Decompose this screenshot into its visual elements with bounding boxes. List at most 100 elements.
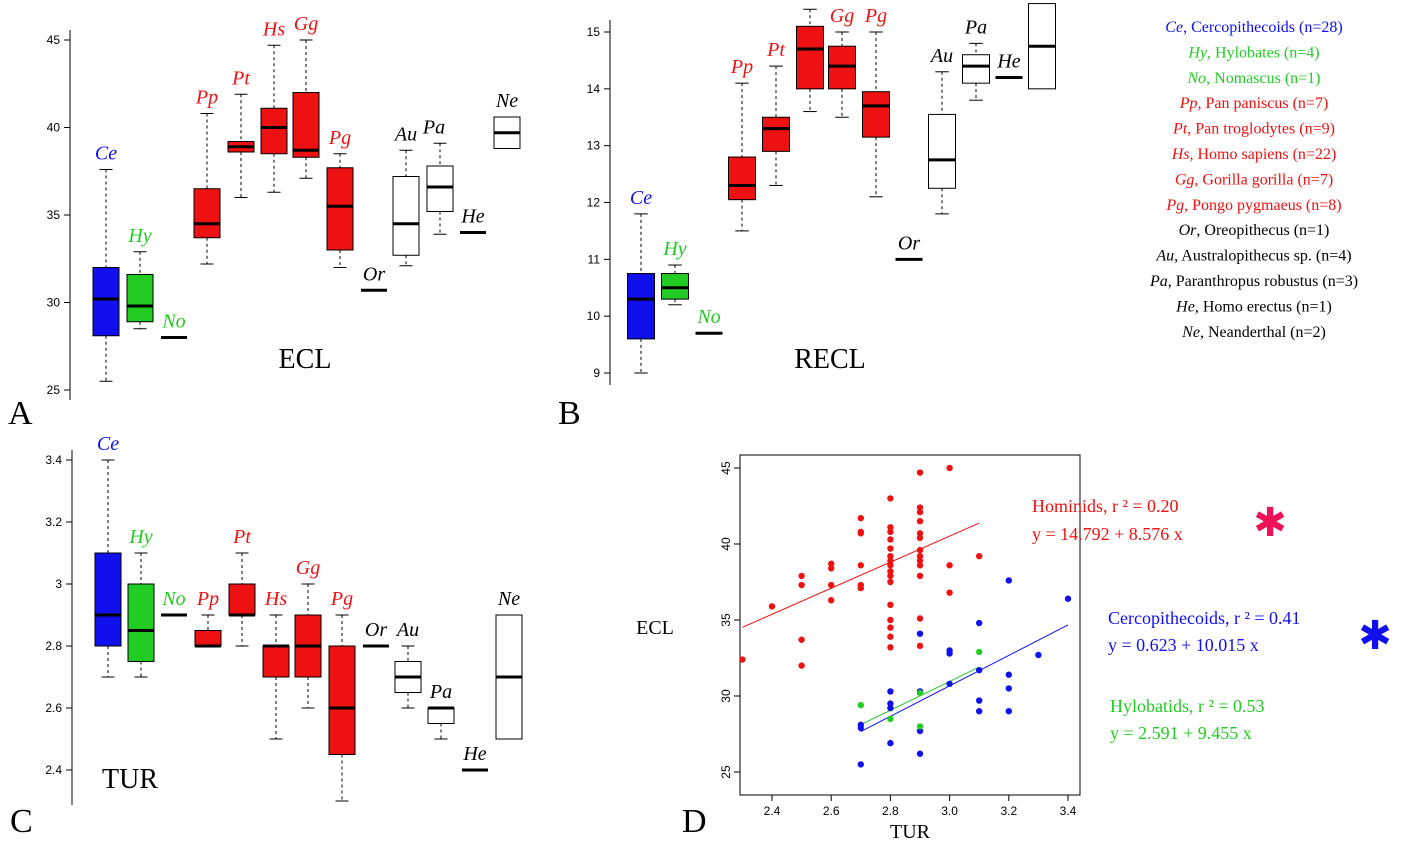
box-ce <box>94 552 122 647</box>
legend-name: , Australopithecus sp. (n=4) <box>1174 248 1351 265</box>
group-label-ce: Ce <box>630 187 652 209</box>
point-cercopithecoids <box>976 666 983 674</box>
legend-abbr: Or <box>1179 222 1198 239</box>
x-tick-label: 3.4 <box>1060 804 1077 818</box>
point-hominids <box>946 562 953 569</box>
r2-text-cercopithecoids: Cercopithecoids, r ² = 0.41 <box>1108 608 1301 628</box>
group-label-pt: Pt <box>231 67 250 89</box>
panel-letter-c: C <box>10 803 33 840</box>
plot-frame <box>739 454 1081 796</box>
point-hominids <box>916 469 924 476</box>
group-label-ne: Ne <box>497 588 520 610</box>
legend-name: , Cercopithecoids (n=28) <box>1183 19 1343 36</box>
point-hominids <box>828 581 835 589</box>
equation-text-hylobatids: y = 2.591 + 9.455 x <box>1110 723 1252 743</box>
y-tick-label: 30 <box>47 296 61 310</box>
y-tick-label: 45 <box>47 33 61 47</box>
point-hominids <box>916 562 924 569</box>
group-label-pg: Pg <box>328 127 351 149</box>
y-tick-label: 13 <box>587 139 601 153</box>
legend-abbr: He <box>1175 298 1195 315</box>
point-cercopithecoids <box>857 761 864 768</box>
legend-abbr: Pa <box>1149 273 1168 290</box>
regression-line-hominids <box>742 522 980 628</box>
point-hominids <box>946 464 953 472</box>
point-hominids <box>887 552 894 560</box>
box-gg <box>292 92 320 158</box>
panel-letter-d: D <box>682 803 707 840</box>
point-cercopithecoids <box>946 650 953 657</box>
point-hominids <box>916 546 924 554</box>
point-hominids <box>887 572 894 580</box>
legend-name: , Hylobates (n=4) <box>1207 44 1320 61</box>
group-label-no: No <box>161 588 185 610</box>
point-hominids <box>857 584 864 592</box>
point-cercopithecoids <box>976 619 983 627</box>
group-label-pt: Pt <box>766 39 785 61</box>
point-hominids <box>768 603 776 610</box>
point-hominids <box>887 562 894 569</box>
panel-a-boxplot-ecl: 25 30 35 40 45 ECL Ce Hy No Pp Pt Hs Gg Pg Or Au Pa He Ne <box>47 13 521 400</box>
group-label-he: He <box>460 206 484 228</box>
point-hominids <box>916 534 924 542</box>
point-hominids <box>887 624 894 631</box>
y-tick-label: 3.2 <box>45 515 62 529</box>
legend-name: , Oreopithecus (n=1) <box>1196 222 1329 239</box>
legend-abbr: No <box>1186 70 1206 87</box>
point-hominids <box>798 572 805 580</box>
box-ce <box>627 273 655 340</box>
group-label-pp: Pp <box>730 56 753 78</box>
box-hy <box>127 583 155 662</box>
point-cercopithecoids <box>857 724 864 732</box>
group-label-au: Au <box>393 123 417 145</box>
point-hominids <box>887 578 894 586</box>
point-cercopithecoids <box>1064 595 1072 602</box>
box-hs <box>260 107 288 155</box>
regression-line-cercopithecoids <box>860 624 1069 732</box>
x-tick-label: 3.2 <box>1000 804 1017 818</box>
group-label-ce: Ce <box>97 433 119 455</box>
legend-name: , Pan paniscus (n=7) <box>1198 95 1329 112</box>
y-tick-label: 40 <box>47 121 61 135</box>
point-hominids <box>798 636 805 643</box>
box-pa <box>426 165 454 212</box>
y-tick-label: 3 <box>55 577 62 591</box>
box-pp <box>728 156 756 201</box>
point-hominids <box>887 644 894 651</box>
group-label-hs: Hs <box>262 18 285 40</box>
point-hominids <box>976 552 983 560</box>
point-hominids <box>857 514 864 522</box>
point-hylobatids <box>887 715 894 722</box>
point-cercopithecoids <box>1005 577 1012 584</box>
point-cercopithecoids <box>916 727 924 735</box>
legend-item: Ne, Neanderthal (n=2) <box>1181 324 1326 341</box>
legend-item: Ce, Cercopithecoids (n=28) <box>1165 19 1342 36</box>
y-tick-label: 40 <box>719 537 733 551</box>
x-tick-label: 3.0 <box>941 804 958 818</box>
point-hominids <box>887 568 894 575</box>
legend-abbr: Pt <box>1172 121 1188 138</box>
point-hominids <box>916 557 924 564</box>
group-label-pp: Pp <box>195 87 218 109</box>
box-pa <box>427 707 455 724</box>
legend-abbr: Hs <box>1171 146 1190 163</box>
panel-letter-a: A <box>8 395 33 432</box>
x-axis-title: TUR <box>890 821 931 843</box>
point-hylobatids <box>916 723 924 730</box>
point-hominids <box>828 597 835 604</box>
y-tick-label: 15 <box>587 25 601 39</box>
legend-item: Pt, Pan troglodytes (n=9) <box>1172 121 1335 138</box>
group-label-gg: Gg <box>294 13 318 35</box>
box-pt <box>228 583 256 616</box>
point-hominids <box>887 528 894 536</box>
panel-d-scatter: 2.4 2.6 2.8 3.0 3.2 3.4 25 30 35 40 45 TUR ECL Homini… <box>636 454 1392 843</box>
group-label-hs: Hs <box>798 0 821 4</box>
significance-asterisk-icon: ✱ <box>1253 500 1287 546</box>
legend-item: Pa, Paranthropus robustus (n=3) <box>1149 273 1358 290</box>
box-pg <box>326 167 354 251</box>
point-hylobatids <box>857 701 864 709</box>
y-tick-label: 45 <box>719 461 733 475</box>
legend-abbr: Au <box>1155 248 1174 265</box>
point-hylobatids <box>976 648 983 656</box>
